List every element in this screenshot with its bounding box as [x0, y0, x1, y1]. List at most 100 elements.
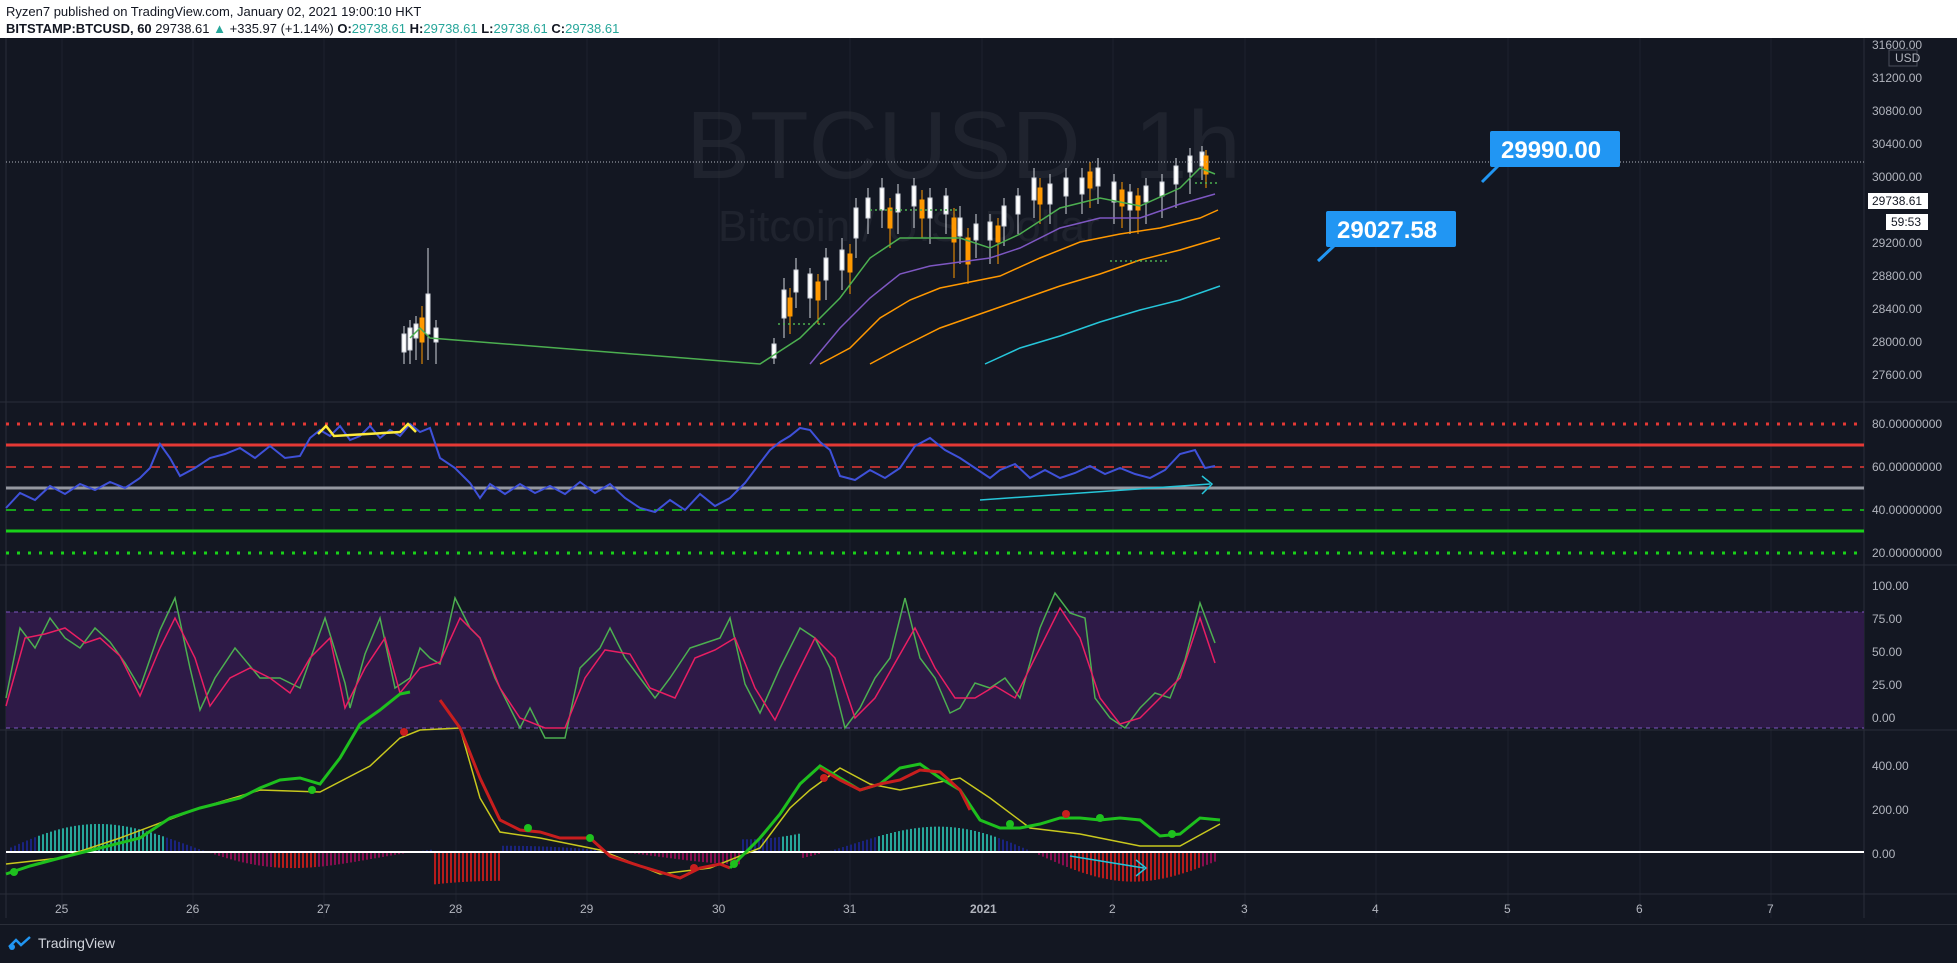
- tradingview-brand[interactable]: TradingView: [8, 935, 115, 951]
- price-tick: 28800.00: [1872, 269, 1922, 283]
- macd-histogram-bar: [1214, 852, 1216, 862]
- macd-histogram-bar: [674, 852, 676, 859]
- macd-histogram-bar: [770, 838, 772, 852]
- macd-histogram-bar: [678, 852, 680, 859]
- countdown-tag: 59:53: [1891, 215, 1921, 229]
- macd-histogram-bar: [718, 852, 720, 863]
- callout-low[interactable]: 29027.58: [1318, 211, 1456, 261]
- chart-area[interactable]: BTCUSD, 1h Bitcoin / U.S. Dollar: [0, 38, 1957, 924]
- macd-histogram-bar: [46, 833, 48, 852]
- macd-histogram-bar: [898, 831, 900, 852]
- stoch-tick: 50.00: [1872, 645, 1902, 659]
- macd-histogram-bar: [986, 834, 988, 852]
- price-tick: 28400.00: [1872, 302, 1922, 316]
- macd-histogram-bar: [154, 834, 156, 852]
- macd-histogram-bar: [1086, 852, 1088, 874]
- macd-histogram-bar: [114, 825, 116, 852]
- macd-histogram-bar: [282, 852, 284, 868]
- macd-histogram-bar: [454, 852, 456, 883]
- stoch-tick: 0.00: [1872, 711, 1896, 725]
- macd-histogram-bar: [910, 829, 912, 852]
- price-change: +335.97 (+1.14%): [230, 21, 334, 36]
- macd-histogram-bar: [62, 828, 64, 852]
- macd-histogram-bar: [110, 824, 112, 852]
- macd-histogram-bar: [1210, 852, 1212, 863]
- macd-histogram-bar: [862, 841, 864, 852]
- macd-histogram-bar: [926, 827, 928, 852]
- macd-histogram-bar: [474, 852, 476, 881]
- macd-histogram-bar: [50, 832, 52, 852]
- macd-histogram-bar: [786, 836, 788, 852]
- macd-histogram-bar: [1174, 852, 1176, 876]
- macd-histogram-bar: [78, 825, 80, 852]
- macd-histogram-bar: [1170, 852, 1172, 877]
- macd-histogram-bar: [450, 852, 452, 883]
- macd-histogram-bar: [950, 827, 952, 852]
- macd-histogram-bar: [290, 852, 292, 868]
- macd-histogram-bar: [690, 852, 692, 861]
- price-tick: 31200.00: [1872, 71, 1922, 85]
- macd-histogram-bar: [1178, 852, 1180, 875]
- macd-histogram-bar: [1154, 852, 1156, 880]
- macd-histogram-bar: [258, 852, 260, 865]
- macd-histogram-bar: [458, 852, 460, 882]
- macd-histogram-bar: [162, 836, 164, 852]
- macd-histogram-bar: [366, 852, 368, 860]
- time-tick: 27: [317, 902, 331, 916]
- macd-histogram-bar: [250, 852, 252, 864]
- macd-histogram-bar: [18, 844, 20, 852]
- close-label: C:: [551, 21, 565, 36]
- change-up-icon: ▲: [213, 21, 226, 36]
- macd-histogram-bar: [322, 852, 324, 866]
- macd-histogram-bar: [794, 835, 796, 852]
- macd-histogram-bar: [882, 835, 884, 852]
- macd-histogram-bar: [310, 852, 312, 867]
- macd-histogram-bar: [70, 827, 72, 852]
- macd-histogram-bar: [294, 852, 296, 868]
- low-label: L:: [481, 21, 493, 36]
- macd-histogram-bar: [890, 833, 892, 852]
- macd-histogram-bar: [446, 852, 448, 883]
- macd-histogram-bar: [1010, 843, 1012, 852]
- macd-histogram-bar: [274, 852, 276, 867]
- macd-histogram-bar: [86, 824, 88, 852]
- macd-histogram-bar: [858, 842, 860, 852]
- symbol-name[interactable]: BITSTAMP:BTCUSD, 60: [6, 21, 152, 36]
- macd-histogram-bar: [486, 852, 488, 881]
- tradingview-logo-icon: [8, 935, 32, 951]
- macd-histogram-bar: [982, 833, 984, 852]
- macd-histogram-bar: [462, 852, 464, 882]
- macd-histogram-bar: [1202, 852, 1204, 866]
- macd-histogram-bar: [778, 837, 780, 852]
- time-axis[interactable]: 25 26 27 28 29 30 31 2021 2 3 4 5 6 7: [55, 902, 1774, 916]
- macd-histogram-bar: [1182, 852, 1184, 873]
- macd-histogram-bar: [174, 840, 176, 852]
- macd-histogram-bar: [186, 845, 188, 852]
- macd-histogram-bar: [442, 852, 444, 884]
- time-tick: 3: [1241, 902, 1248, 916]
- macd-histogram-bar: [682, 852, 684, 860]
- macd-histogram-bar: [742, 839, 744, 852]
- macd-histogram-bar: [498, 852, 500, 881]
- rsi-axis: 80.00000000 60.00000000 40.00000000 20.0…: [1872, 417, 1942, 560]
- macd-histogram-bar: [1106, 852, 1108, 879]
- macd-histogram-bar: [358, 852, 360, 861]
- macd-histogram-bar: [182, 843, 184, 852]
- macd-histogram-bar: [434, 852, 436, 884]
- price-axis[interactable]: USD 31600.00 31200.00 30800.00 30400.00 …: [1868, 38, 1928, 382]
- macd-histogram-bar: [242, 852, 244, 862]
- callout-high[interactable]: 29990.00: [1482, 131, 1620, 182]
- stoch-axis: 100.00 75.00 50.00 25.00 0.00: [1872, 579, 1909, 725]
- chart-header: Ryzen7 published on TradingView.com, Jan…: [0, 0, 1957, 38]
- rsi-tick: 60.00000000: [1872, 460, 1942, 474]
- macd-histogram-bar: [1150, 852, 1152, 881]
- macd-histogram-bar: [38, 836, 40, 852]
- last-price-tag: 29738.61: [1872, 194, 1922, 208]
- macd-histogram-bar: [330, 852, 332, 865]
- macd-histogram-bar: [58, 829, 60, 852]
- publisher-line: Ryzen7 published on TradingView.com, Jan…: [6, 4, 421, 19]
- macd-histogram-bar: [66, 827, 68, 852]
- macd-histogram-bar: [1102, 852, 1104, 878]
- time-tick: 29: [580, 902, 594, 916]
- macd-histogram-bar: [1062, 852, 1064, 865]
